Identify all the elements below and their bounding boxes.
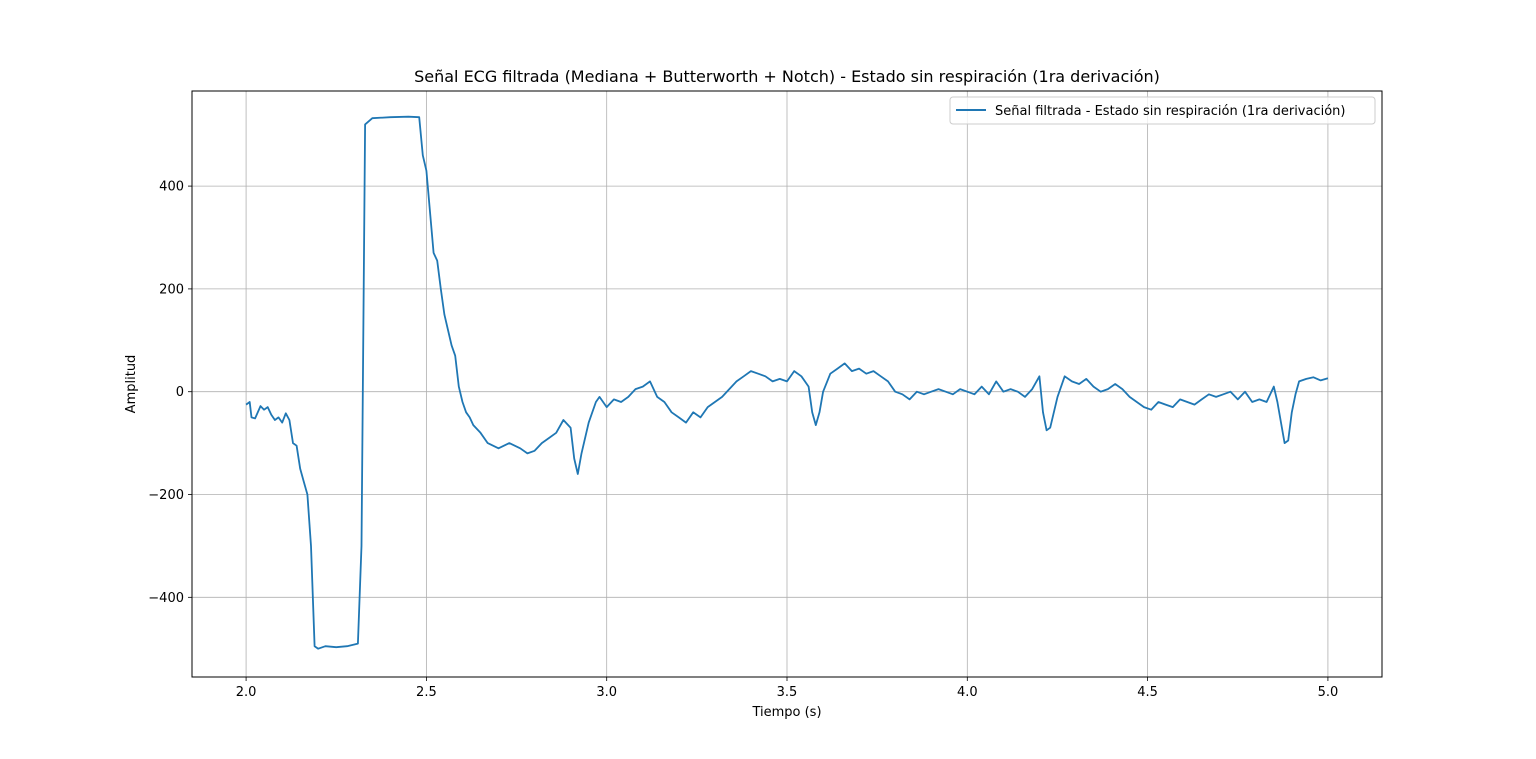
y-axis-label: Amplitud <box>124 355 139 414</box>
y-tick-label: −400 <box>148 591 184 606</box>
x-tick-label: 3.0 <box>596 685 617 700</box>
x-tick-label: 2.5 <box>416 685 437 700</box>
x-axis-ticks: 2.0 2.5 3.0 3.5 4.0 4.5 5.0 <box>236 677 1339 700</box>
x-tick-label: 3.5 <box>777 685 798 700</box>
y-tick-label: 200 <box>159 282 184 297</box>
y-tick-label: 400 <box>159 180 184 195</box>
x-tick-label: 4.5 <box>1137 685 1158 700</box>
x-tick-label: 5.0 <box>1318 685 1339 700</box>
legend: Señal filtrada - Estado sin respiración … <box>949 96 1376 125</box>
y-tick-label: −200 <box>148 488 184 503</box>
legend-box <box>949 96 1376 125</box>
chart-title: Señal ECG filtrada (Mediana + Butterwort… <box>414 67 1160 86</box>
legend-label: Señal filtrada - Estado sin respiración … <box>995 104 1346 119</box>
y-tick-label: 0 <box>176 385 184 400</box>
x-tick-label: 4.0 <box>957 685 978 700</box>
signal-line <box>245 115 1329 650</box>
x-axis-label: Tiempo (s) <box>751 705 821 720</box>
grid-lines <box>192 91 1382 677</box>
x-tick-label: 2.0 <box>236 685 257 700</box>
y-axis-ticks: −400 −200 0 200 400 <box>148 180 192 606</box>
